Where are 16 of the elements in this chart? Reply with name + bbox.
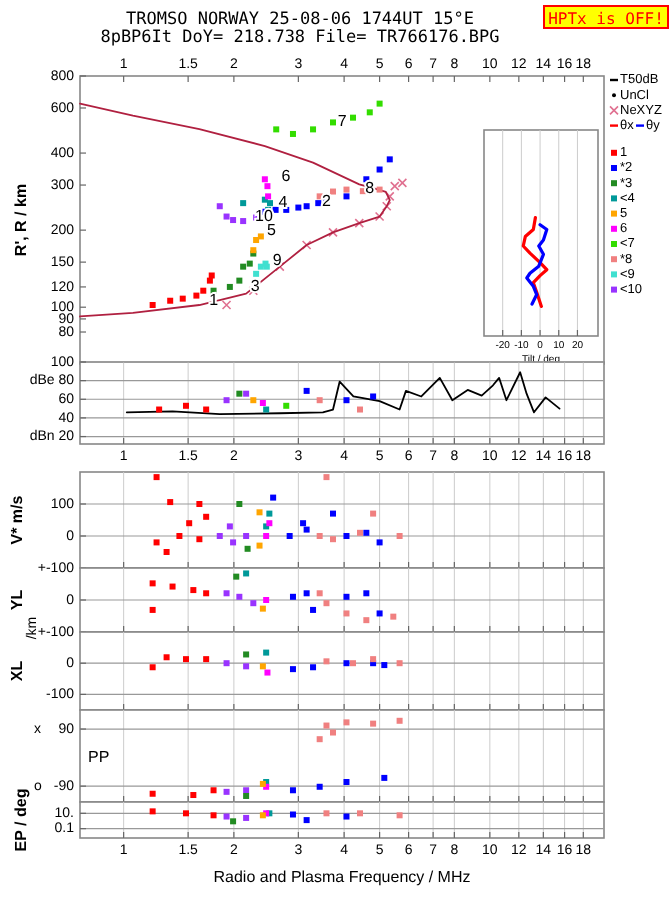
y-axis-title: R', R / km [12, 183, 31, 257]
chart-title: TROMSO NORWAY 25-08-06 1744UT 15°E [126, 10, 474, 30]
annotation: 6 [281, 167, 292, 186]
annotation: 9 [272, 250, 283, 269]
y-axis-title: V* m/s [8, 494, 27, 545]
y-axis-title: PP [88, 748, 110, 766]
annotation: 7 [337, 112, 348, 131]
annotation: 5 [266, 220, 277, 239]
annotation: 4 [278, 192, 289, 211]
chart-subtitle: 8pBP6It DoY= 218.738 File= TR766176.BPG [100, 28, 500, 48]
annotation: 2 [321, 191, 332, 210]
y-axis-title: EP / deg [12, 788, 31, 852]
text: HPTx is OFF! [548, 10, 664, 29]
y-axis-title: XL [8, 660, 27, 682]
x-axis-title: Radio and Plasma Frequency / MHz [213, 868, 471, 886]
y-axis-title: YL [8, 589, 27, 611]
